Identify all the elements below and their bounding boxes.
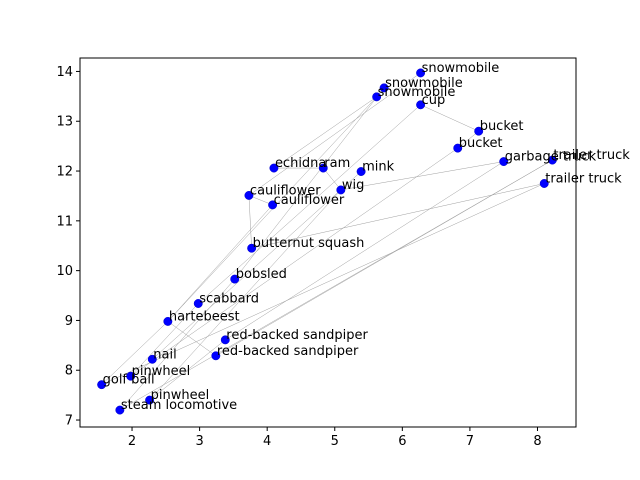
x-tick-label: 8 bbox=[533, 434, 541, 449]
data-point bbox=[356, 167, 366, 176]
point-label: bucket bbox=[480, 119, 524, 134]
point-label: cauliflower bbox=[274, 193, 345, 208]
data-point bbox=[230, 274, 240, 284]
y-tick-label: 9 bbox=[65, 314, 73, 329]
point-label: hartebeest bbox=[169, 309, 240, 324]
point-label: garbage truck bbox=[505, 150, 597, 165]
edge-line bbox=[119, 159, 553, 411]
point-label: bucket bbox=[459, 136, 503, 151]
data-point bbox=[247, 243, 257, 253]
points-layer bbox=[97, 68, 557, 415]
data-point bbox=[220, 335, 230, 345]
data-point bbox=[126, 371, 136, 381]
data-point bbox=[115, 405, 125, 415]
edge-line bbox=[457, 131, 479, 149]
point-label: echidna bbox=[275, 156, 326, 171]
y-tick-label: 10 bbox=[56, 264, 73, 279]
y-tick-label: 13 bbox=[56, 115, 73, 130]
data-point bbox=[147, 354, 157, 364]
edge-line bbox=[323, 167, 342, 191]
edge-line bbox=[149, 189, 342, 401]
edge-line bbox=[420, 104, 479, 132]
point-label: butternut squash bbox=[253, 236, 365, 251]
point-label: snowmobile bbox=[422, 61, 500, 76]
data-point bbox=[547, 155, 557, 165]
x-axis-ticks: 2 3 4 5 6 7 8 bbox=[128, 427, 542, 449]
x-tick-label: 7 bbox=[466, 434, 474, 449]
data-point bbox=[211, 351, 221, 361]
edge-line bbox=[152, 171, 362, 360]
edges-layer bbox=[101, 72, 553, 411]
point-label: steam locomotive bbox=[121, 398, 237, 413]
data-point bbox=[372, 92, 382, 102]
data-point bbox=[474, 126, 484, 136]
x-tick-label: 6 bbox=[398, 434, 406, 449]
data-point bbox=[336, 185, 346, 195]
point-label: pinwheel bbox=[132, 364, 191, 379]
data-point bbox=[244, 190, 254, 200]
edge-line bbox=[149, 339, 226, 401]
data-point bbox=[499, 157, 509, 167]
y-tick-label: 12 bbox=[56, 165, 73, 180]
edge-line bbox=[101, 321, 169, 385]
edge-line bbox=[130, 303, 199, 377]
data-point bbox=[416, 100, 426, 110]
y-tick-label: 11 bbox=[56, 214, 73, 229]
point-label: snowmobile bbox=[378, 85, 456, 100]
point-label: trailer truck bbox=[553, 148, 630, 163]
edge-line bbox=[340, 161, 504, 191]
y-tick-label: 7 bbox=[65, 414, 73, 429]
data-point bbox=[145, 395, 155, 405]
point-label: scabbard bbox=[199, 292, 259, 307]
point-label: nail bbox=[153, 347, 176, 362]
point-label: cup bbox=[422, 93, 446, 108]
axes-frame bbox=[79, 57, 577, 428]
point-label: snowmobile bbox=[385, 76, 463, 91]
point-label: ram bbox=[324, 156, 350, 171]
x-tick-label: 2 bbox=[128, 434, 136, 449]
y-tick-label: 8 bbox=[65, 364, 73, 379]
data-point bbox=[269, 163, 279, 173]
edge-line bbox=[130, 147, 458, 377]
edge-line bbox=[251, 183, 545, 249]
edge-line bbox=[273, 96, 377, 169]
point-labels-layer: snowmobilesnowmobilesnowmobilecupbucketb… bbox=[103, 61, 631, 413]
data-point bbox=[318, 163, 328, 173]
edge-line bbox=[119, 278, 235, 411]
x-tick-label: 3 bbox=[195, 434, 203, 449]
edge-line bbox=[101, 183, 545, 385]
edge-line bbox=[225, 161, 504, 341]
point-label: pinwheel bbox=[151, 388, 210, 403]
edge-line bbox=[248, 72, 421, 196]
x-tick-label: 5 bbox=[331, 434, 339, 449]
data-point bbox=[193, 299, 203, 308]
point-label: mink bbox=[362, 160, 395, 175]
point-label: golf ball bbox=[103, 373, 155, 388]
point-label: trailer truck bbox=[545, 171, 622, 186]
point-label: bobsled bbox=[236, 267, 287, 282]
edge-line bbox=[167, 204, 273, 322]
edge-line bbox=[248, 195, 252, 249]
edge-line bbox=[234, 87, 385, 280]
y-axis-ticks: 7 8 9 10 11 12 13 14 bbox=[56, 65, 80, 429]
data-point bbox=[379, 83, 389, 93]
data-point bbox=[453, 143, 463, 153]
y-tick-label: 14 bbox=[56, 65, 73, 80]
edge-line bbox=[198, 104, 421, 304]
edge-line bbox=[167, 321, 216, 356]
point-label: red-backed sandpiper bbox=[226, 328, 368, 343]
data-point bbox=[539, 179, 549, 188]
data-point bbox=[416, 68, 426, 78]
data-point bbox=[268, 200, 278, 210]
point-label: cauliflower bbox=[250, 183, 321, 198]
data-point bbox=[97, 380, 107, 390]
data-point bbox=[163, 316, 173, 326]
point-label: red-backed sandpiper bbox=[217, 344, 359, 359]
x-tick-label: 4 bbox=[263, 434, 271, 449]
point-label: wig bbox=[342, 178, 365, 193]
